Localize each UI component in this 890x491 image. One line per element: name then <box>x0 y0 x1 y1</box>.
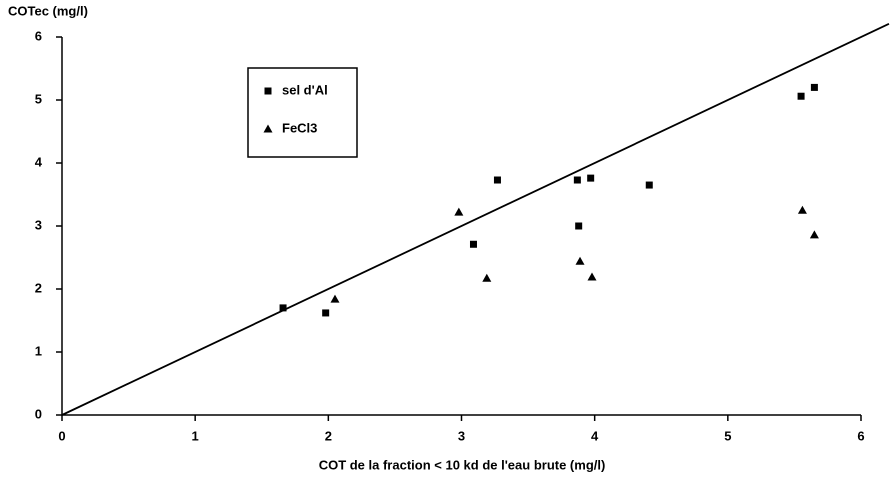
y-axis-title: COTec (mg/l) <box>8 3 88 18</box>
point <box>810 83 818 91</box>
x-tick-label: 2 <box>325 428 332 443</box>
x-tick-label: 0 <box>58 428 65 443</box>
point <box>493 176 501 184</box>
legend-box <box>247 67 358 158</box>
legend-label: sel d'Al <box>282 82 328 97</box>
point <box>587 174 595 182</box>
x-tick-label: 1 <box>192 428 199 443</box>
point <box>575 222 583 230</box>
y-tick-label: 2 <box>35 280 42 295</box>
point <box>322 309 330 317</box>
x-tick-label: 5 <box>724 428 731 443</box>
y-tick-label: 0 <box>35 406 42 421</box>
point <box>797 92 805 100</box>
y-tick-label: 3 <box>35 217 42 232</box>
point <box>454 207 464 216</box>
x-tick-label: 4 <box>591 428 599 443</box>
x-tick-label: 6 <box>857 428 864 443</box>
point <box>573 176 581 184</box>
reference-line <box>61 22 890 416</box>
x-tick-label: 3 <box>458 428 465 443</box>
legend-marker <box>263 124 273 133</box>
y-tick-label: 1 <box>35 343 42 358</box>
legend-marker <box>264 87 272 95</box>
point <box>645 181 653 189</box>
point <box>797 205 807 214</box>
point <box>279 304 287 312</box>
point <box>575 256 585 265</box>
y-tick-label: 5 <box>35 91 42 106</box>
point <box>469 240 477 248</box>
point <box>587 272 597 281</box>
point <box>809 230 819 239</box>
point <box>330 294 340 303</box>
x-axis-title: COT de la fraction < 10 kd de l'eau brut… <box>319 457 606 472</box>
y-tick-label: 6 <box>35 28 42 43</box>
point <box>482 273 492 282</box>
legend-label: FeCl3 <box>282 120 317 135</box>
y-tick-label: 4 <box>35 154 43 169</box>
